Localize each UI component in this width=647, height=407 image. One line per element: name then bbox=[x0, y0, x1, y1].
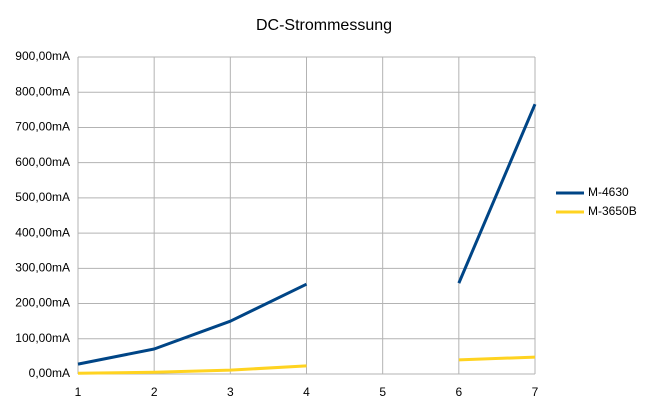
chart-title: DC-Strommessung bbox=[256, 17, 392, 34]
legend-label: M-3650B bbox=[588, 204, 637, 218]
y-tick-label: 700,00mA bbox=[15, 120, 70, 134]
x-tick-label: 5 bbox=[379, 385, 386, 399]
y-tick-label: 600,00mA bbox=[15, 155, 70, 169]
x-tick-label: 4 bbox=[303, 385, 310, 399]
y-tick-label: 0,00mA bbox=[29, 366, 70, 380]
y-tick-label: 800,00mA bbox=[15, 84, 70, 98]
y-tick-label: 100,00mA bbox=[15, 331, 70, 345]
y-tick-label: 500,00mA bbox=[15, 190, 70, 204]
x-tick-label: 2 bbox=[151, 385, 158, 399]
x-tick-label: 7 bbox=[532, 385, 539, 399]
series-line bbox=[77, 103, 537, 366]
y-tick-label: 200,00mA bbox=[15, 296, 70, 310]
y-tick-label: 900,00mA bbox=[15, 49, 70, 63]
legend-label: M-4630 bbox=[588, 185, 629, 199]
x-tick-label: 1 bbox=[75, 385, 82, 399]
y-tick-label: 300,00mA bbox=[15, 261, 70, 275]
x-tick-label: 6 bbox=[455, 385, 462, 399]
x-tick-label: 3 bbox=[227, 385, 234, 399]
y-tick-label: 400,00mA bbox=[15, 225, 70, 239]
series-line bbox=[77, 355, 536, 375]
